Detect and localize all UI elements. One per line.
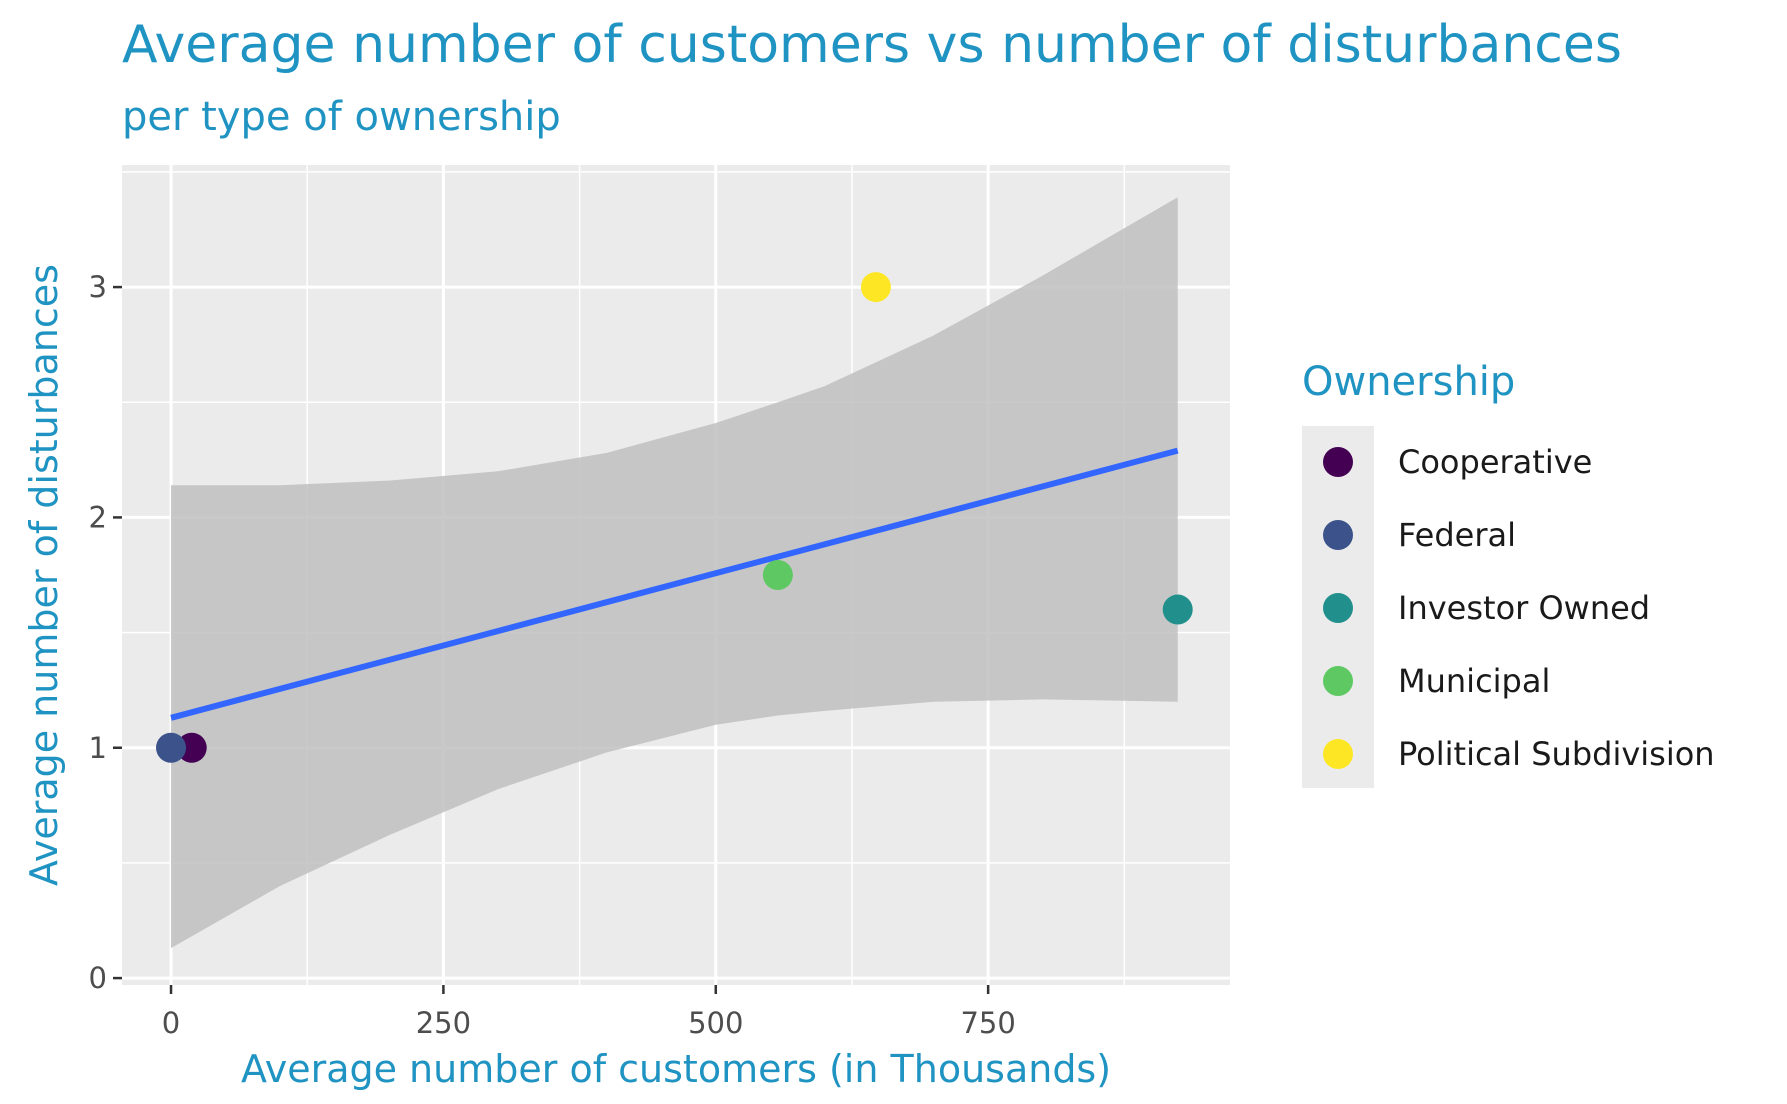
trend-line-layer [170,447,1179,721]
trend-line [170,447,1179,721]
y-tick-label: 1 [89,731,107,765]
x-axis-title: Average number of customers (in Thousand… [241,1047,1111,1091]
data-point-investor-owned [1162,594,1193,625]
legend-key [1323,593,1353,623]
points-layer [156,272,1193,763]
legend-label: Municipal [1398,662,1550,700]
legend: Cooperative Federal Investor Owned Municipa… [1323,443,1715,773]
x-tick-label: 250 [416,1006,471,1040]
y-tick-label: 0 [89,961,107,995]
legend-key [1323,666,1353,696]
y-axis-title: Average number of disturbances [22,264,66,886]
chart-title: Average number of customers vs number of… [122,15,1622,75]
x-tick-label: 750 [960,1006,1015,1040]
x-tick-label: 500 [688,1006,743,1040]
legend-key [1323,739,1353,769]
data-point-federal [156,732,187,763]
legend-title: Ownership [1302,359,1515,405]
legend-key [1323,447,1353,477]
y-axis: 0 1 2 3 [89,270,122,995]
confidence-band [171,197,1178,949]
x-tick-label: 0 [162,1006,180,1040]
y-tick-label: 3 [89,270,107,304]
legend-label: Investor Owned [1398,589,1650,627]
chart-subtitle: per type of ownership [122,94,561,140]
legend-label: Cooperative [1398,443,1592,481]
x-axis: 0 250 500 750 [162,985,1016,1040]
y-tick-label: 2 [89,500,107,534]
data-point-political-subdivision [860,272,891,303]
legend-key [1323,520,1353,550]
legend-label: Federal [1398,516,1516,554]
data-point-municipal [762,560,793,590]
confidence-band-layer [171,197,1178,949]
legend-label: Political Subdivision [1398,735,1715,773]
data-point-cooperative [176,732,207,763]
